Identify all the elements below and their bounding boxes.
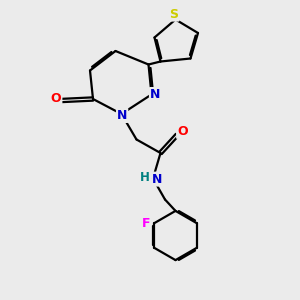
Text: S: S bbox=[169, 8, 178, 21]
Text: O: O bbox=[51, 92, 62, 106]
Text: N: N bbox=[150, 88, 160, 101]
Text: F: F bbox=[142, 217, 150, 230]
Text: N: N bbox=[117, 109, 127, 122]
Text: O: O bbox=[177, 125, 188, 138]
Text: H: H bbox=[140, 171, 149, 184]
Text: N: N bbox=[152, 172, 163, 186]
